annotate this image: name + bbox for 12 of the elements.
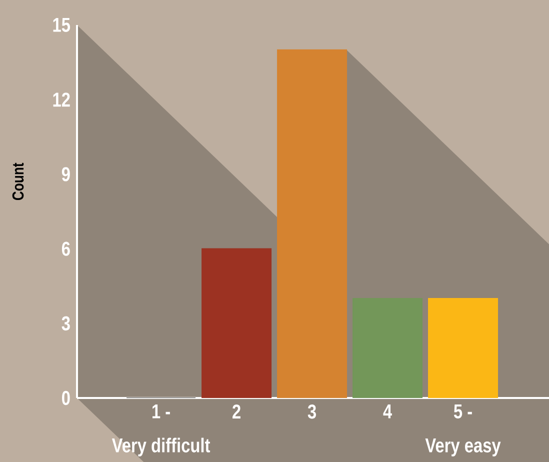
- x-tick-label: 5 - Very easy: [425, 404, 501, 456]
- x-tick-label: 2: [232, 404, 240, 418]
- y-tick-label: 3: [62, 316, 70, 330]
- y-tick-label: 9: [62, 167, 70, 182]
- x-tick-label: 1 - Very difficult: [112, 404, 210, 456]
- x-tick-label: 3: [308, 404, 316, 419]
- y-tick-label: 15: [53, 18, 70, 32]
- y-tick-label: 6: [62, 242, 70, 256]
- y-tick-label: 12: [53, 92, 70, 107]
- y-axis-title: Count: [12, 162, 24, 200]
- x-tick-label: 4: [383, 404, 392, 418]
- y-tick-label: 0: [62, 390, 70, 406]
